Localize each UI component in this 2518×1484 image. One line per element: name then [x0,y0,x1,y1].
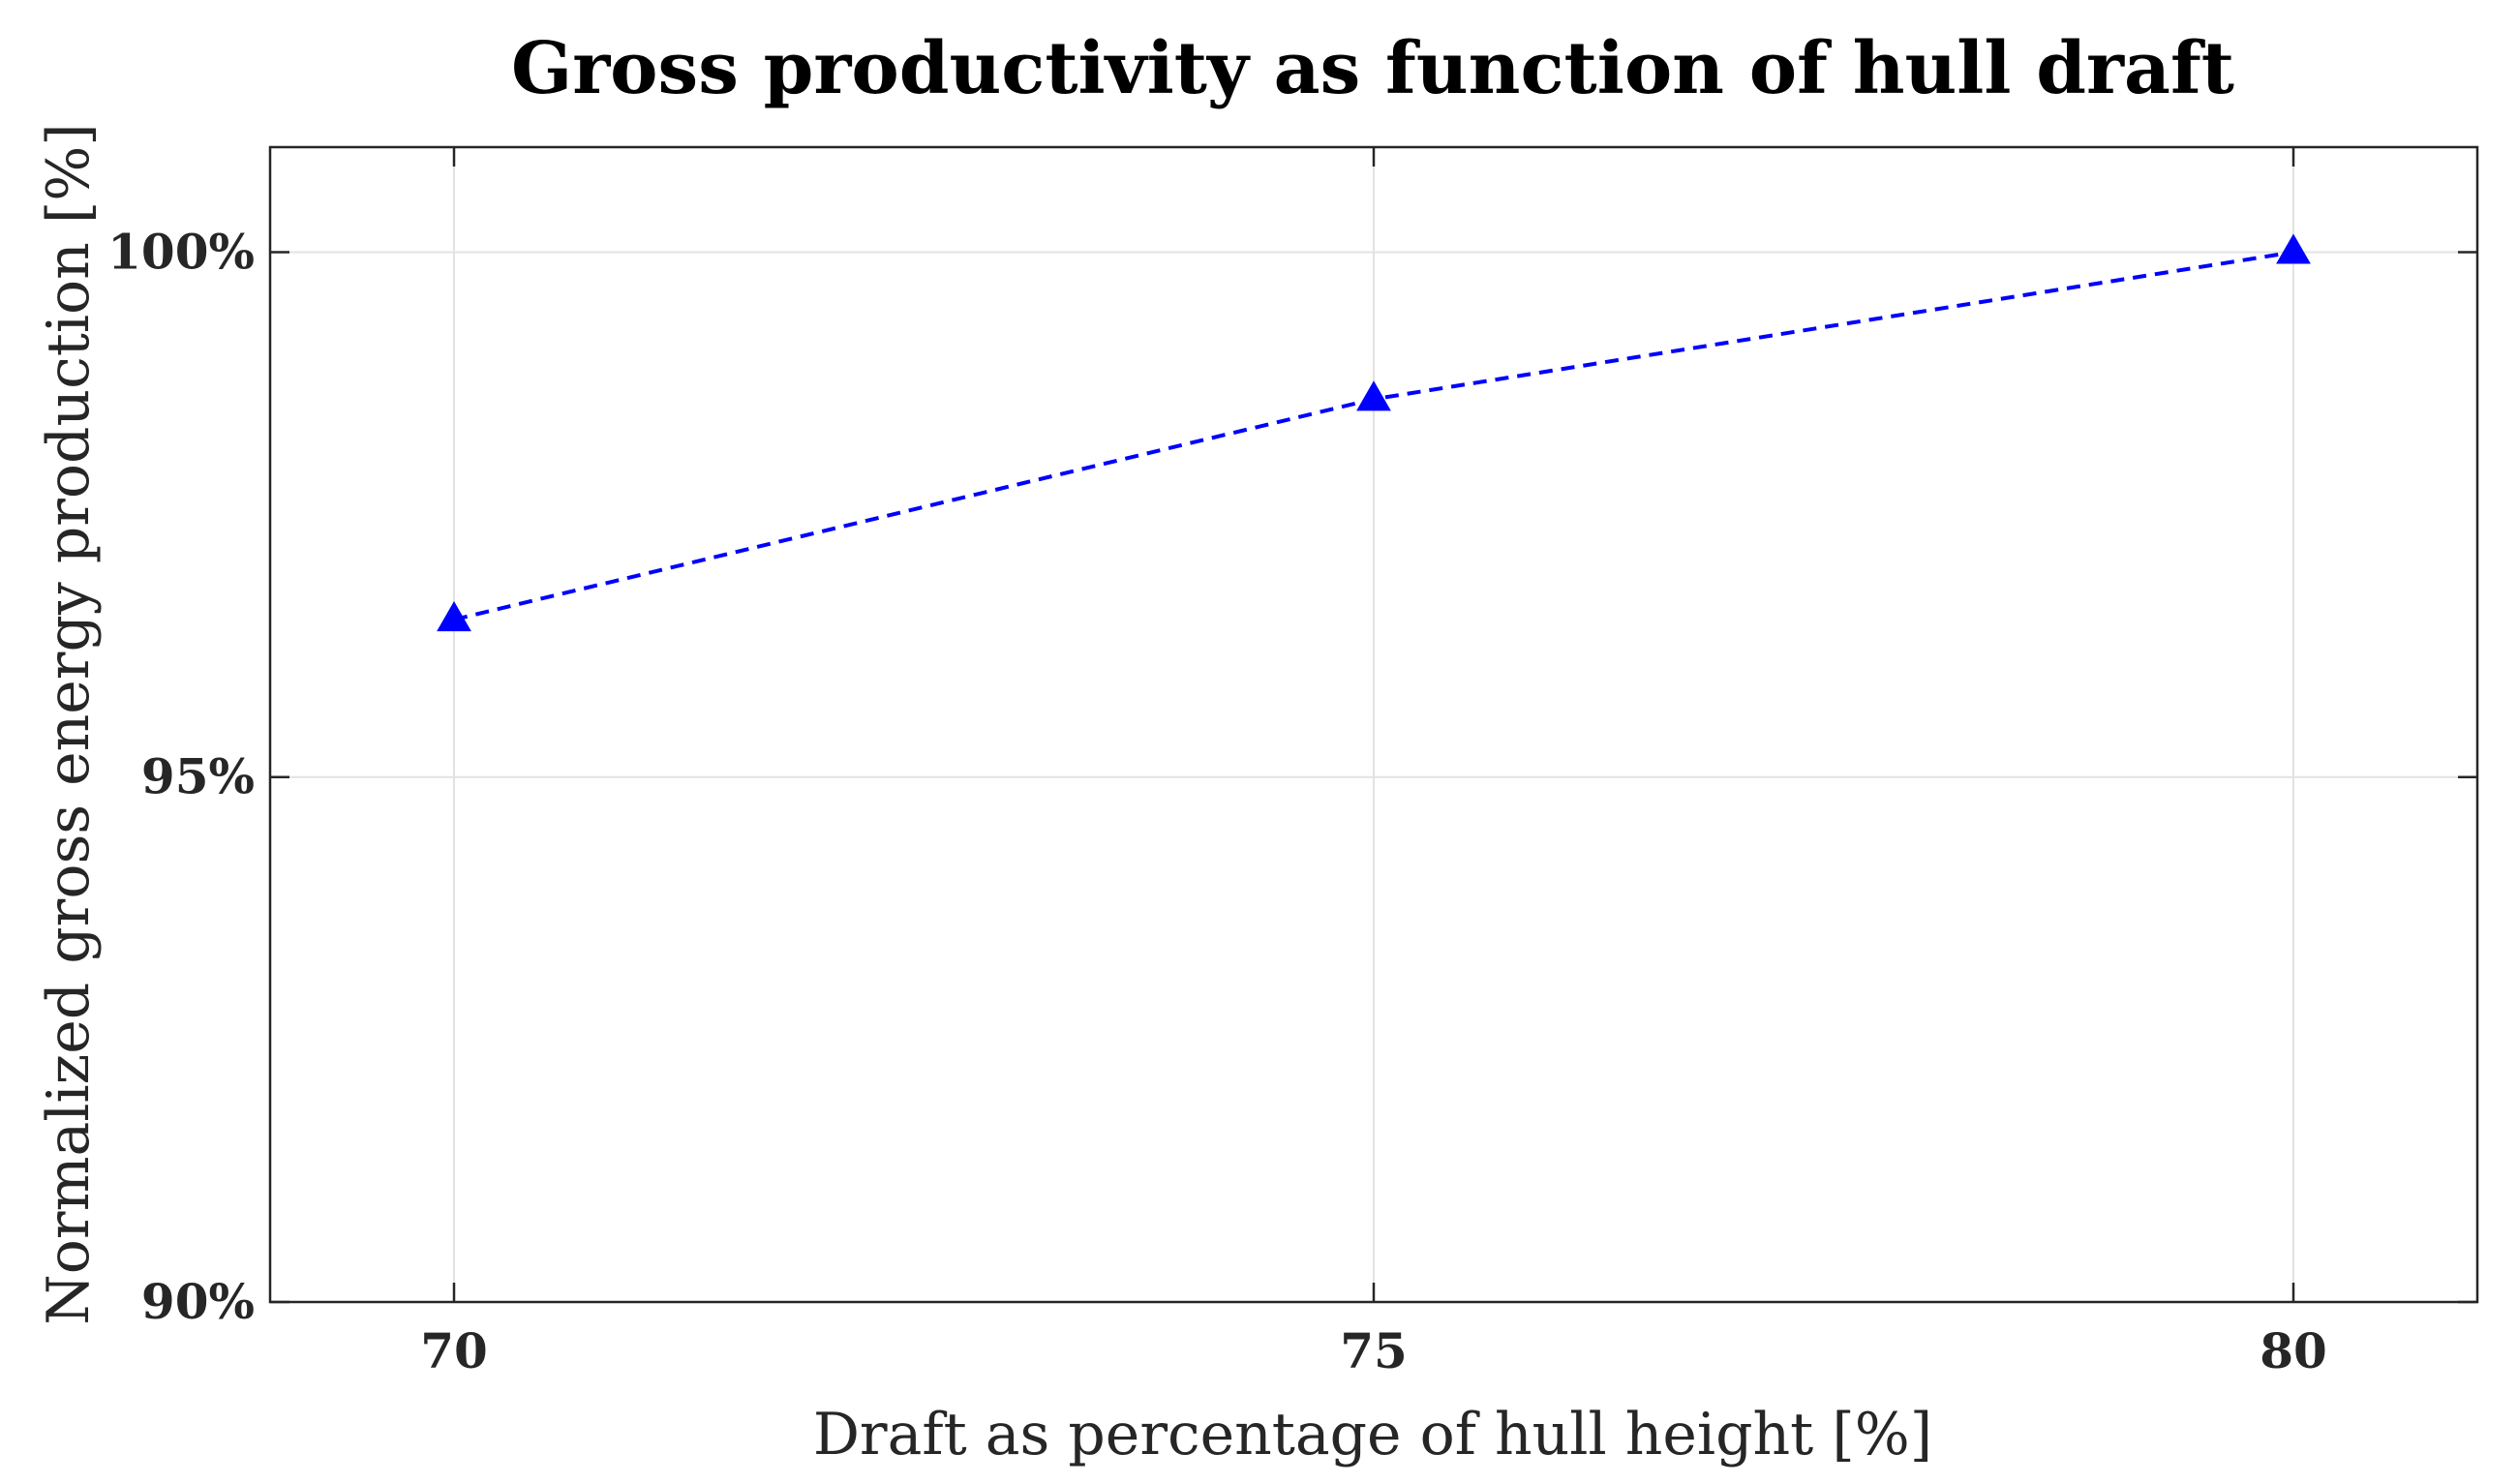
data-series [437,233,2311,632]
grid-lines [270,147,2477,1303]
x-tick-label: 75 [1340,1322,1408,1379]
y-tick-label: 95% [141,748,255,805]
chart-title: Gross productivity as function of hull d… [511,27,2234,110]
x-tick-label: 80 [2260,1322,2327,1379]
y-axis-label: Normalized gross energy production [%] [35,123,103,1324]
y-tick-label: 100% [107,223,255,280]
x-axis-tick-labels: 70 75 80 [420,1322,2327,1379]
axis-ticks [270,147,2477,1304]
x-axis-label: Draft as percentage of hull height [%] [813,1401,1932,1469]
y-axis-tick-labels: 90% 95% 100% [107,223,255,1330]
y-tick-label: 90% [141,1273,255,1330]
data-point-triangle-marker [437,601,471,632]
data-point-triangle-marker [2276,233,2311,264]
x-tick-label: 70 [420,1322,488,1379]
data-point-triangle-marker [1356,380,1391,411]
